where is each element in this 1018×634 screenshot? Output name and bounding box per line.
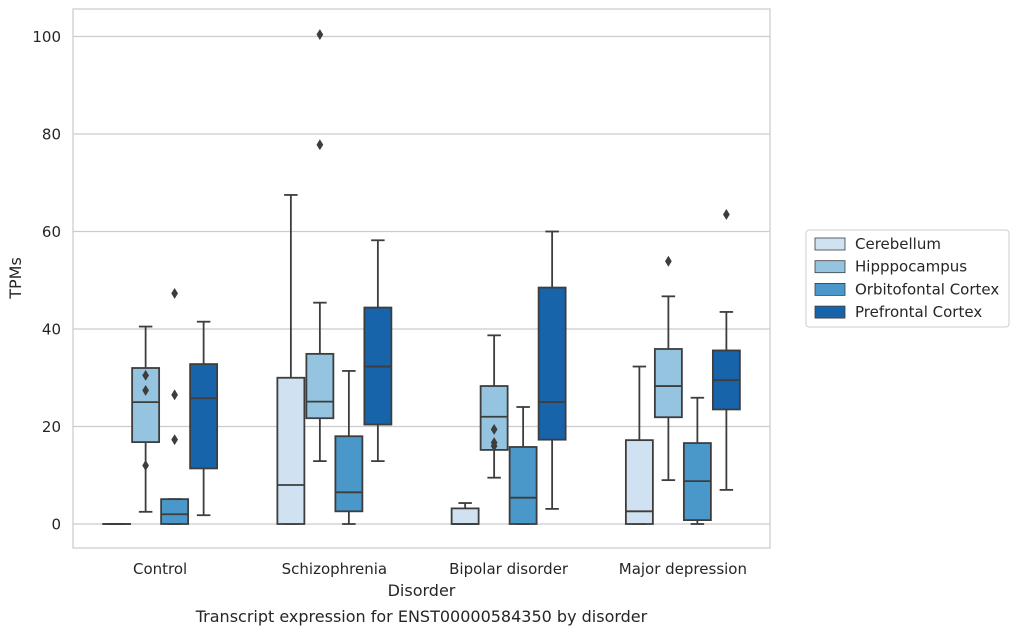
legend-label: Orbitofontal Cortex xyxy=(855,280,999,298)
plot-frame xyxy=(72,8,771,549)
box-iqr xyxy=(624,439,654,525)
outlier-point xyxy=(316,139,324,151)
box-iqr xyxy=(450,507,480,525)
box-iqr xyxy=(653,348,683,419)
box-iqr xyxy=(160,498,190,525)
legend-swatch xyxy=(814,237,846,251)
legend-swatch xyxy=(814,260,846,274)
outlier-point xyxy=(490,437,498,449)
x-tick-labels: Control Schizophrenia Bipolar disorder Majo… xyxy=(133,560,747,578)
legend-swatch xyxy=(814,305,846,319)
box-iqr xyxy=(189,363,219,470)
y-tick-label: 40 xyxy=(42,321,61,339)
box-orbitofontal-cortex xyxy=(160,287,190,525)
outlier-point xyxy=(316,29,324,41)
box-hipppocampus xyxy=(479,334,509,479)
box-hipppocampus xyxy=(131,325,161,513)
box-cerebellum xyxy=(624,365,654,525)
y-tick-label: 80 xyxy=(42,126,61,144)
x-tick-label: Schizophrenia xyxy=(282,560,387,578)
x-tick-label: Bipolar disorder xyxy=(449,560,569,578)
y-tick-label: 20 xyxy=(42,418,61,436)
outlier-point xyxy=(142,384,149,396)
x-tick-label: Major depression xyxy=(619,560,747,578)
legend-frame xyxy=(805,229,1010,328)
outlier-point xyxy=(171,389,178,401)
box-orbitofontal-cortex xyxy=(682,396,712,525)
legend-label: Hipppocampus xyxy=(855,258,967,276)
box-prefrontal-cortex xyxy=(363,239,393,463)
box-hipppocampus xyxy=(653,255,683,482)
legend-swatch xyxy=(814,282,846,296)
outlier-point xyxy=(171,287,178,299)
y-tick-label: 0 xyxy=(51,516,61,534)
box-plot-area xyxy=(102,29,741,525)
x-tick-label: Control xyxy=(133,560,187,578)
legend-label: Prefrontal Cortex xyxy=(855,303,982,321)
outlier-point xyxy=(142,369,149,381)
box-prefrontal-cortex xyxy=(711,208,741,491)
chart-caption: Transcript expression for ENST0000058435… xyxy=(195,607,648,626)
box-iqr xyxy=(537,286,567,441)
y-axis-label: TPMs xyxy=(6,257,25,300)
y-tick-label: 60 xyxy=(42,223,61,241)
box-iqr xyxy=(276,376,306,525)
outlier-point xyxy=(665,255,672,267)
box-prefrontal-cortex xyxy=(537,230,567,510)
legend: Cerebellum Hipppocampus Orbitofontal Corte… xyxy=(805,229,1010,328)
box-iqr xyxy=(508,446,538,525)
box-iqr xyxy=(305,352,335,420)
outlier-point xyxy=(142,460,149,471)
box-iqr xyxy=(334,435,364,513)
box-orbitofontal-cortex xyxy=(334,370,364,525)
y-tick-label: 100 xyxy=(32,28,61,46)
y-tick-labels: 0 20 40 60 80 100 xyxy=(32,28,61,534)
outlier-point xyxy=(723,208,730,220)
box-orbitofontal-cortex xyxy=(508,406,538,525)
box-cerebellum xyxy=(276,194,306,525)
box-hipppocampus xyxy=(305,29,335,463)
outlier-point xyxy=(171,434,178,446)
box-cerebellum xyxy=(450,502,480,525)
box-prefrontal-cortex xyxy=(189,320,219,517)
legend-label: Cerebellum xyxy=(855,235,941,253)
outlier-point xyxy=(490,423,498,435)
x-axis-label: Disorder xyxy=(388,581,456,600)
grid-lines xyxy=(73,35,770,525)
